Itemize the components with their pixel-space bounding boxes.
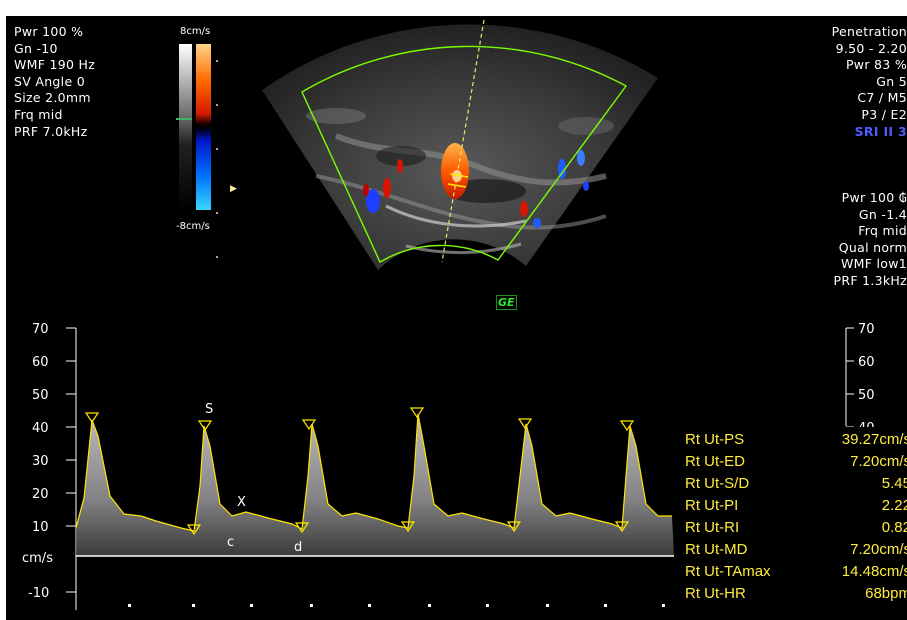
measurement-label: Rt Ut-S/D [685,475,750,492]
measurement-label: Rt Ut-TAmax [685,563,771,580]
param-wall-filter: WMF 190 Hz [14,57,96,73]
measurement-row: Rt Ut-TAmax 14.48cm/s [679,561,907,583]
measurement-row: Rt Ut-HR 68bpm [679,583,907,605]
doppler-params-right: Pwr 100 ₲ Gn -1.4 Frq mid Qual norm WMF … [834,190,907,290]
measurement-label: Rt Ut-MD [685,541,748,558]
axis-unit-label: cm/s [22,551,53,566]
axis-label: 50 [858,388,875,403]
scale-tick [216,104,218,106]
measurement-row: Rt Ut-PI 2.22 [679,495,907,517]
param-color-wall-filter: WMF low1 [840,256,907,272]
param-sv-angle: SV Angle 0 [14,73,85,89]
axis-label: 20 [32,487,49,502]
param-persistence: P3 / E2 [861,106,907,122]
measurement-row: Rt Ut-S/D 5.45 [679,473,907,495]
measurement-label: Rt Ut-ED [685,453,745,470]
doppler-cursor-line[interactable] [441,19,485,263]
measurement-value: 5.45 [881,475,907,492]
grayscale-map-bar [179,44,192,210]
color-velocity-bar [196,44,211,210]
param-gain-2d: Gn 5 [876,73,907,89]
acquisition-params-left: Pwr 100 % Gn -10 WMF 190 Hz SV Angle 0 S… [14,24,95,140]
velocity-axis-right: 70 60 50 40 [845,322,875,436]
scale-tick [216,256,218,258]
measurement-value: 2.22 [881,497,907,514]
annotation-s: S [205,402,213,417]
param-color-power: Pwr 100 ₲ [841,190,907,205]
axis-label: 10 [32,520,49,535]
scale-tick [216,148,218,150]
ultrasound-display: Pwr 100 % Gn -10 WMF 190 Hz SV Angle 0 S… [6,16,907,620]
sample-volume-marker-icon: ▶ [230,183,237,193]
measurement-value: 68bpm [865,585,907,602]
measurement-value: 7.20cm/s [850,453,907,470]
param-color-gain: Gn -1.4 [858,206,907,222]
measurement-value: 0.82 [881,519,907,536]
doppler-spectrum: S X c d [75,402,674,557]
axis-label: 70 [858,322,875,337]
sample-gate-top[interactable] [449,173,469,178]
axis-label: 60 [32,355,49,370]
param-prf: PRF 7.0kHz [14,123,88,139]
time-scale-marks [128,604,665,607]
color-scale-min-label: -8cm/s [176,221,210,232]
annotation-c: c [227,535,234,550]
sample-gate-bottom[interactable] [447,183,467,188]
measurement-value: 14.48cm/s [841,563,907,580]
annotation-x: X [237,495,246,510]
param-quality: Qual norm [838,239,907,255]
param-gain: Gn -10 [14,40,58,56]
param-depth-range: 9.50 - 2.20 [835,40,907,56]
color-flow-signals [363,143,589,228]
axis-label: -10 [28,586,49,601]
velocity-axis-left: 70 60 50 40 30 20 10 cm/s -10 [22,322,77,610]
measurement-row: Rt Ut-MD 7.20cm/s [679,539,907,561]
color-scale-max-label: 8cm/s [180,26,211,37]
annotation-d: d [294,540,302,555]
measurement-label: Rt Ut-PS [685,431,745,448]
axis-label: 70 [32,322,49,337]
param-color-frequency: Frq mid [858,223,907,239]
ultrasound-graphics: 70 60 50 40 30 20 10 cm/s -10 70 60 50 [22,19,875,610]
measurement-label: Rt Ut-HR [685,585,746,602]
ge-logo: GE [496,295,517,310]
param-sample-size: Size 2.0mm [14,90,91,106]
scale-tick [216,60,218,62]
color-box-outline [301,45,628,263]
measurement-label: Rt Ut-RI [685,519,740,536]
axis-label: 50 [32,388,49,403]
color-baseline-marker [176,118,192,120]
axis-label: 40 [32,421,49,436]
imaging-params-right: Penetration 9.50 - 2.20 Pwr 83 % Gn 5 C7… [832,24,907,140]
measurement-value: 39.27cm/s [841,431,907,448]
param-color-prf: PRF 1.3kHz [833,272,907,288]
param-power: Pwr 100 % [14,24,84,39]
param-frequency: Frq mid [14,106,63,122]
measurement-value: 7.20cm/s [850,541,907,558]
axis-label: 30 [32,454,49,469]
scale-tick [216,212,218,214]
param-map: C7 / M5 [857,90,907,106]
measurement-row: Rt Ut-RI 0.82 [679,517,907,539]
param-sri: SRI II 3 [854,123,907,139]
measurement-row: Rt Ut-PS 39.27cm/s [679,429,907,451]
axis-label: 60 [858,355,875,370]
measurement-panel: Rt Ut-PS 39.27cm/s Rt Ut-ED 7.20cm/s Rt … [679,427,907,620]
measurement-label: Rt Ut-PI [685,497,739,514]
measurement-row: Rt Ut-ED 7.20cm/s [679,451,907,473]
param-penetration-label: Penetration [831,24,907,39]
param-power-2d: Pwr 83 % [845,57,907,73]
